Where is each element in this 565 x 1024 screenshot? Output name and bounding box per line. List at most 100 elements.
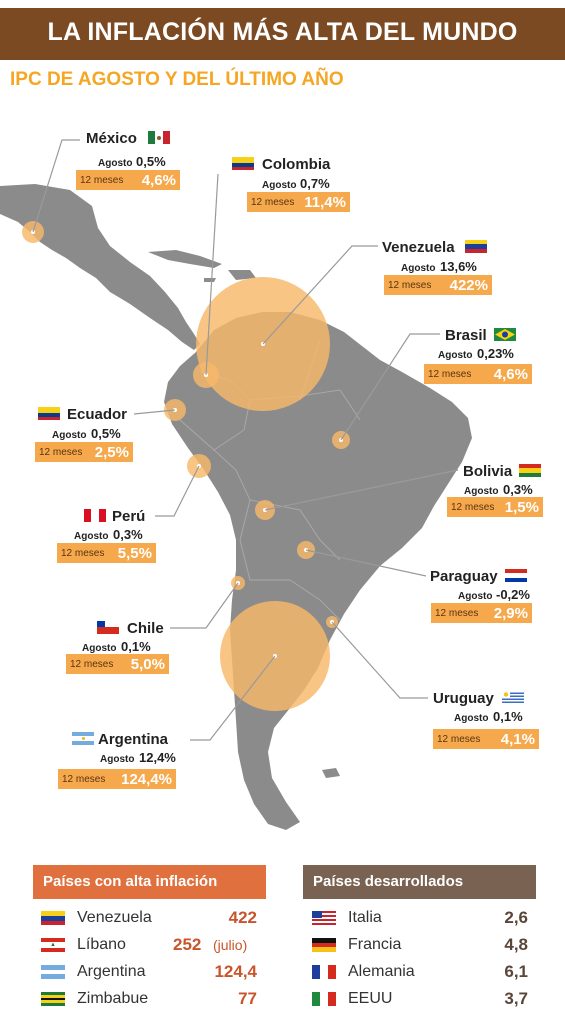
france-flag-icon bbox=[312, 965, 336, 979]
italy-flag-icon bbox=[312, 992, 336, 1006]
box-12meses-bolivia: 12 meses 1,5% bbox=[447, 497, 543, 517]
inflation-value: 77 bbox=[238, 989, 257, 1008]
agosto-label: Agosto bbox=[100, 754, 135, 765]
high-inflation-heading-bar: Países con alta inflación bbox=[33, 865, 266, 899]
meses-value-uruguay: 4,1% bbox=[500, 731, 535, 748]
box-12meses-argentina: 12 meses 124,4% bbox=[58, 769, 176, 789]
line-ecuador bbox=[133, 409, 176, 415]
agosto-label: Agosto bbox=[98, 158, 133, 169]
line-colombia bbox=[205, 173, 219, 376]
label-mexico: México bbox=[0, 0, 200, 147]
inflation-value: 422 bbox=[228, 908, 257, 927]
meses-value-colombia: 11,4% bbox=[304, 194, 346, 211]
brasil-flag-icon bbox=[494, 328, 516, 341]
meses-label: 12 meses bbox=[62, 774, 106, 785]
agosto-value-uruguay: 0,1% bbox=[493, 709, 523, 724]
meses-label: 12 meses bbox=[70, 659, 114, 670]
country-name: Perú bbox=[112, 508, 146, 525]
agosto-label: Agosto bbox=[458, 591, 493, 602]
line-chile bbox=[170, 582, 239, 629]
meses-label: 12 meses bbox=[428, 369, 472, 380]
mexico-flag-icon bbox=[148, 131, 170, 144]
inflation-value: 4,8 bbox=[504, 935, 528, 954]
agosto-value-paraguay: -0,2% bbox=[496, 587, 530, 602]
country-name: Zimbabue bbox=[77, 990, 149, 1007]
agosto-label: Agosto bbox=[438, 350, 473, 361]
inflation-value: 6,1 bbox=[504, 962, 528, 981]
country-name: México bbox=[86, 130, 137, 147]
inflation-value: 2,6 bbox=[504, 908, 528, 927]
meses-label: 12 meses bbox=[251, 197, 295, 208]
list-item: Argentina 124,4 bbox=[41, 961, 261, 983]
land-hispaniola bbox=[228, 270, 256, 280]
list-item: Francia 4,8 bbox=[312, 934, 528, 956]
meses-label: 12 meses bbox=[39, 447, 83, 458]
box-12meses-chile: 12 meses 5,0% bbox=[66, 654, 169, 674]
agosto-value-bolivia: 0,3% bbox=[503, 482, 533, 497]
agosto-value-colombia: 0,7% bbox=[300, 176, 330, 191]
usa-flag-icon bbox=[312, 911, 336, 925]
list-item: Venezuela 422 bbox=[41, 907, 261, 929]
leader-lines bbox=[32, 139, 459, 741]
agosto-label: Agosto bbox=[262, 180, 297, 191]
venezuela-flag-icon bbox=[41, 911, 65, 925]
page-title: LA INFLACIÓN MÁS ALTA DEL MUNDO bbox=[47, 18, 518, 46]
line-venezuela bbox=[262, 245, 378, 345]
country-name: Argentina bbox=[77, 963, 146, 980]
meses-value-mexico: 4,6% bbox=[141, 172, 176, 189]
line-peru bbox=[155, 465, 200, 517]
agosto-value-venezuela: 13,6% bbox=[440, 259, 477, 274]
agosto-value-chile: 0,1% bbox=[121, 639, 151, 654]
meses-label: 12 meses bbox=[388, 280, 432, 291]
high-inflation-heading: Países con alta inflación bbox=[43, 873, 218, 890]
country-name: Uruguay bbox=[433, 690, 494, 707]
country-name: Francia bbox=[348, 936, 402, 953]
box-12meses-mexico: 12 meses 4,6% bbox=[76, 170, 180, 190]
box-12meses-peru: 12 meses 5,5% bbox=[57, 543, 156, 563]
agosto-label: Agosto bbox=[52, 430, 87, 441]
line-mexico bbox=[32, 139, 80, 233]
box-12meses-ecuador: 12 meses 2,5% bbox=[35, 442, 133, 462]
agosto-value-brasil: 0,23% bbox=[477, 346, 514, 361]
agosto-label: Agosto bbox=[454, 713, 489, 724]
list-item: ▲ Líbano 252 (julio) bbox=[41, 934, 261, 956]
meses-label: 12 meses bbox=[80, 175, 124, 186]
box-12meses-paraguay: 12 meses 2,9% bbox=[431, 603, 532, 623]
country-name: Colombia bbox=[262, 156, 331, 173]
venezuela-flag-icon bbox=[465, 240, 487, 253]
line-brasil bbox=[340, 333, 440, 441]
agosto-value-ecuador: 0,5% bbox=[91, 426, 121, 441]
country-name: EEUU bbox=[348, 990, 393, 1007]
chile-flag-icon bbox=[97, 621, 119, 634]
title-bar: LA INFLACIÓN MÁS ALTA DEL MUNDO bbox=[0, 8, 565, 60]
list-item: EEUU 3,7 bbox=[312, 988, 528, 1010]
argentina-flag-icon bbox=[72, 732, 94, 745]
ecuador-flag-icon bbox=[38, 407, 60, 420]
inflation-value: 252 bbox=[173, 935, 202, 954]
colombia-flag-icon bbox=[232, 157, 254, 170]
meses-label: 12 meses bbox=[435, 608, 479, 619]
list-item: Alemania 6,1 bbox=[312, 961, 528, 983]
meses-value-bolivia: 1,5% bbox=[504, 499, 539, 516]
list-item: Zimbabue 77 bbox=[41, 988, 261, 1010]
line-uruguay bbox=[331, 621, 428, 699]
agosto-label: Agosto bbox=[464, 486, 499, 497]
bolivia-flag-icon bbox=[519, 464, 541, 477]
agosto-value-peru: 0,3% bbox=[113, 527, 143, 542]
box-12meses-venezuela: 12 meses 422% bbox=[384, 275, 492, 295]
country-name: Brasil bbox=[445, 327, 487, 344]
country-name: Alemania bbox=[348, 963, 415, 980]
list-item: Italia 2,6 bbox=[312, 907, 528, 929]
inflation-value: 124,4 bbox=[214, 962, 257, 981]
land-south-america bbox=[164, 312, 472, 830]
meses-label: 12 meses bbox=[61, 548, 105, 559]
germany-flag-icon bbox=[312, 938, 336, 952]
argentina-flag-icon bbox=[41, 965, 65, 979]
country-name: Ecuador bbox=[67, 406, 128, 423]
land-falklands bbox=[322, 768, 340, 778]
country-name: Venezuela bbox=[77, 909, 152, 926]
agosto-value-mexico: 0,5% bbox=[136, 154, 166, 169]
meses-value-venezuela: 422% bbox=[449, 277, 488, 294]
agosto-label: Agosto bbox=[401, 263, 436, 274]
